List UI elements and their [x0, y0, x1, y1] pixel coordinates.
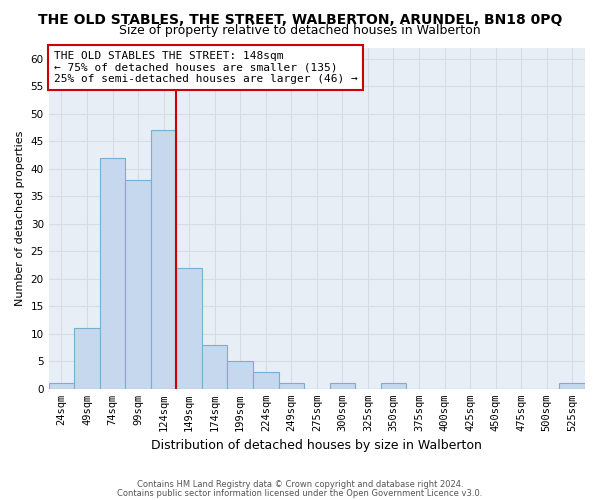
- Bar: [380, 384, 406, 389]
- Bar: [202, 345, 227, 389]
- Text: THE OLD STABLES THE STREET: 148sqm
← 75% of detached houses are smaller (135)
25: THE OLD STABLES THE STREET: 148sqm ← 75%…: [54, 51, 358, 84]
- Text: Size of property relative to detached houses in Walberton: Size of property relative to detached ho…: [119, 24, 481, 37]
- Bar: [74, 328, 100, 389]
- Bar: [253, 372, 278, 389]
- Text: Contains HM Land Registry data © Crown copyright and database right 2024.: Contains HM Land Registry data © Crown c…: [137, 480, 463, 489]
- Bar: [151, 130, 176, 389]
- Bar: [559, 384, 585, 389]
- Y-axis label: Number of detached properties: Number of detached properties: [15, 130, 25, 306]
- Text: THE OLD STABLES, THE STREET, WALBERTON, ARUNDEL, BN18 0PQ: THE OLD STABLES, THE STREET, WALBERTON, …: [38, 12, 562, 26]
- Bar: [329, 384, 355, 389]
- Bar: [227, 362, 253, 389]
- X-axis label: Distribution of detached houses by size in Walberton: Distribution of detached houses by size …: [151, 440, 482, 452]
- Bar: [125, 180, 151, 389]
- Text: Contains public sector information licensed under the Open Government Licence v3: Contains public sector information licen…: [118, 488, 482, 498]
- Bar: [100, 158, 125, 389]
- Bar: [278, 384, 304, 389]
- Bar: [49, 384, 74, 389]
- Bar: [176, 268, 202, 389]
